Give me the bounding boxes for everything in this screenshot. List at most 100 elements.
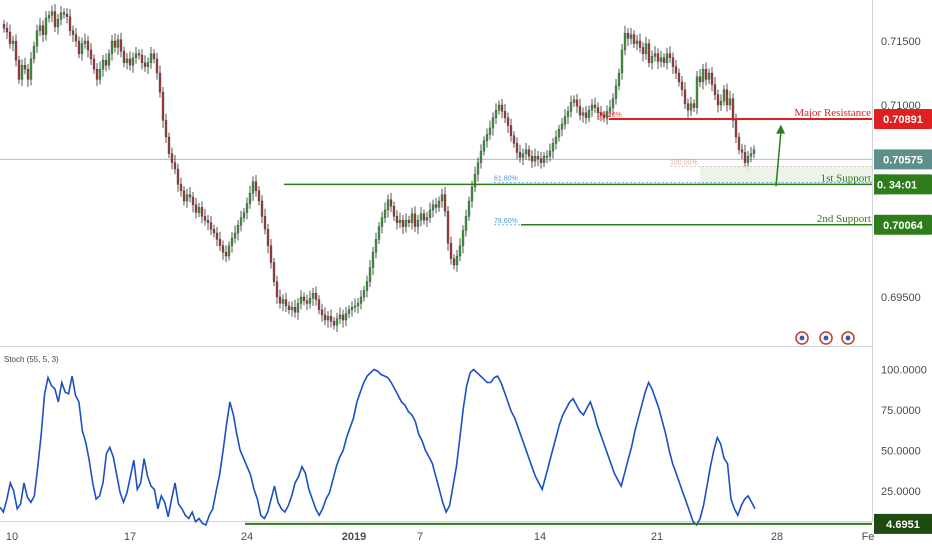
candle-body bbox=[266, 229, 270, 246]
candle-body bbox=[209, 222, 213, 230]
candle-body bbox=[563, 116, 567, 125]
candle-body bbox=[308, 298, 312, 304]
candle-body bbox=[479, 150, 483, 163]
candle-body bbox=[731, 98, 735, 121]
candle-body bbox=[713, 84, 717, 95]
candle-body bbox=[596, 107, 600, 113]
candle-body bbox=[284, 299, 288, 307]
candle-body bbox=[26, 69, 30, 80]
price-tick-label: 0.69500 bbox=[881, 292, 921, 304]
candle-body bbox=[392, 205, 396, 217]
candle-body bbox=[353, 305, 357, 308]
level-price-tag bbox=[874, 214, 932, 235]
candle-body bbox=[311, 293, 315, 299]
candle-body bbox=[200, 207, 204, 217]
candle-body bbox=[32, 45, 36, 60]
candle-body bbox=[326, 316, 330, 321]
candle-body bbox=[248, 193, 252, 204]
fib-level-label: 78.60% bbox=[494, 218, 518, 225]
candle-body bbox=[236, 225, 240, 234]
candle-body bbox=[485, 134, 489, 141]
candle-body bbox=[41, 25, 45, 35]
candle-body bbox=[602, 115, 606, 118]
candle-body bbox=[134, 53, 138, 58]
candle-body bbox=[614, 85, 618, 99]
candle-body bbox=[278, 296, 282, 304]
candle-body bbox=[488, 127, 492, 135]
candle-body bbox=[575, 99, 579, 107]
candle-body bbox=[530, 156, 534, 162]
candle-body bbox=[620, 49, 624, 74]
candle-body bbox=[494, 109, 498, 118]
candle-body bbox=[254, 181, 258, 191]
candle-body bbox=[746, 156, 750, 163]
candle-body bbox=[431, 204, 435, 211]
candle-body bbox=[653, 53, 657, 57]
candle-body bbox=[215, 232, 219, 240]
candle-body bbox=[146, 62, 150, 67]
candle-body bbox=[314, 293, 318, 300]
candle-body bbox=[95, 69, 99, 80]
candle-body bbox=[89, 49, 93, 60]
candle-body bbox=[386, 199, 390, 211]
candle-body bbox=[14, 40, 18, 61]
stoch-tick-label: 100.0000 bbox=[881, 365, 927, 377]
price-panel: 38.20% 100.00% 61.80% 78.60% Major Resistanc… bbox=[0, 4, 872, 345]
candle-body bbox=[122, 51, 126, 63]
candle-body bbox=[656, 53, 660, 62]
candle-body bbox=[164, 120, 168, 138]
candle-body bbox=[11, 40, 15, 44]
candle-body bbox=[548, 150, 552, 157]
current-price-tag-text: 0.70575 bbox=[883, 154, 923, 166]
flag-icon-dot bbox=[845, 335, 851, 341]
candle-body bbox=[629, 34, 633, 39]
candle-body bbox=[611, 98, 615, 108]
candle-body bbox=[707, 72, 711, 80]
candle-body bbox=[404, 220, 408, 227]
candle-body bbox=[302, 296, 306, 301]
candle-body bbox=[416, 220, 420, 227]
candle-body bbox=[269, 245, 273, 263]
candle-body bbox=[389, 199, 393, 207]
stoch-level-tag-text: 4.6951 bbox=[886, 519, 920, 531]
candle-body bbox=[203, 216, 207, 221]
level-price-tag-text: 0.70064 bbox=[883, 220, 924, 232]
candle-body bbox=[68, 16, 72, 31]
stoch-tick-label: 25.0000 bbox=[881, 486, 921, 498]
candle-body bbox=[464, 216, 468, 231]
candle-body bbox=[728, 98, 732, 106]
candle-body bbox=[425, 217, 429, 221]
candle-body bbox=[455, 255, 459, 266]
candle-body bbox=[716, 94, 720, 106]
axes: 0.715000.710000.695000.7089134:010.70064… bbox=[6, 36, 932, 543]
candle-body bbox=[65, 13, 69, 17]
candle-body bbox=[83, 40, 87, 44]
candle-body bbox=[47, 15, 51, 19]
candle-body bbox=[683, 89, 687, 104]
support-zone bbox=[700, 166, 872, 185]
candle-body bbox=[383, 209, 387, 218]
level-label: Major Resistance bbox=[794, 107, 871, 119]
candle-body bbox=[263, 216, 267, 230]
candle-body bbox=[413, 213, 417, 227]
candle-body bbox=[458, 245, 462, 257]
stoch-tick-label: 75.0000 bbox=[881, 405, 921, 417]
candle-body bbox=[5, 28, 9, 33]
candle-body bbox=[380, 217, 384, 227]
candle-body bbox=[149, 53, 153, 63]
candle-body bbox=[422, 213, 426, 221]
candle-body bbox=[506, 117, 510, 126]
candle-body bbox=[593, 104, 597, 108]
candle-body bbox=[599, 112, 603, 116]
candle-body bbox=[536, 156, 540, 159]
candle-body bbox=[206, 220, 210, 223]
candle-body bbox=[368, 267, 372, 282]
candle-body bbox=[290, 307, 294, 310]
candle-body bbox=[473, 173, 477, 188]
candle-body bbox=[749, 153, 753, 157]
level-price-tag-prefix-text: 0. bbox=[877, 179, 886, 191]
candle-body bbox=[29, 58, 33, 80]
time-tick-label: 14 bbox=[534, 531, 546, 543]
candle-body bbox=[275, 281, 279, 298]
candle-body bbox=[194, 204, 198, 213]
